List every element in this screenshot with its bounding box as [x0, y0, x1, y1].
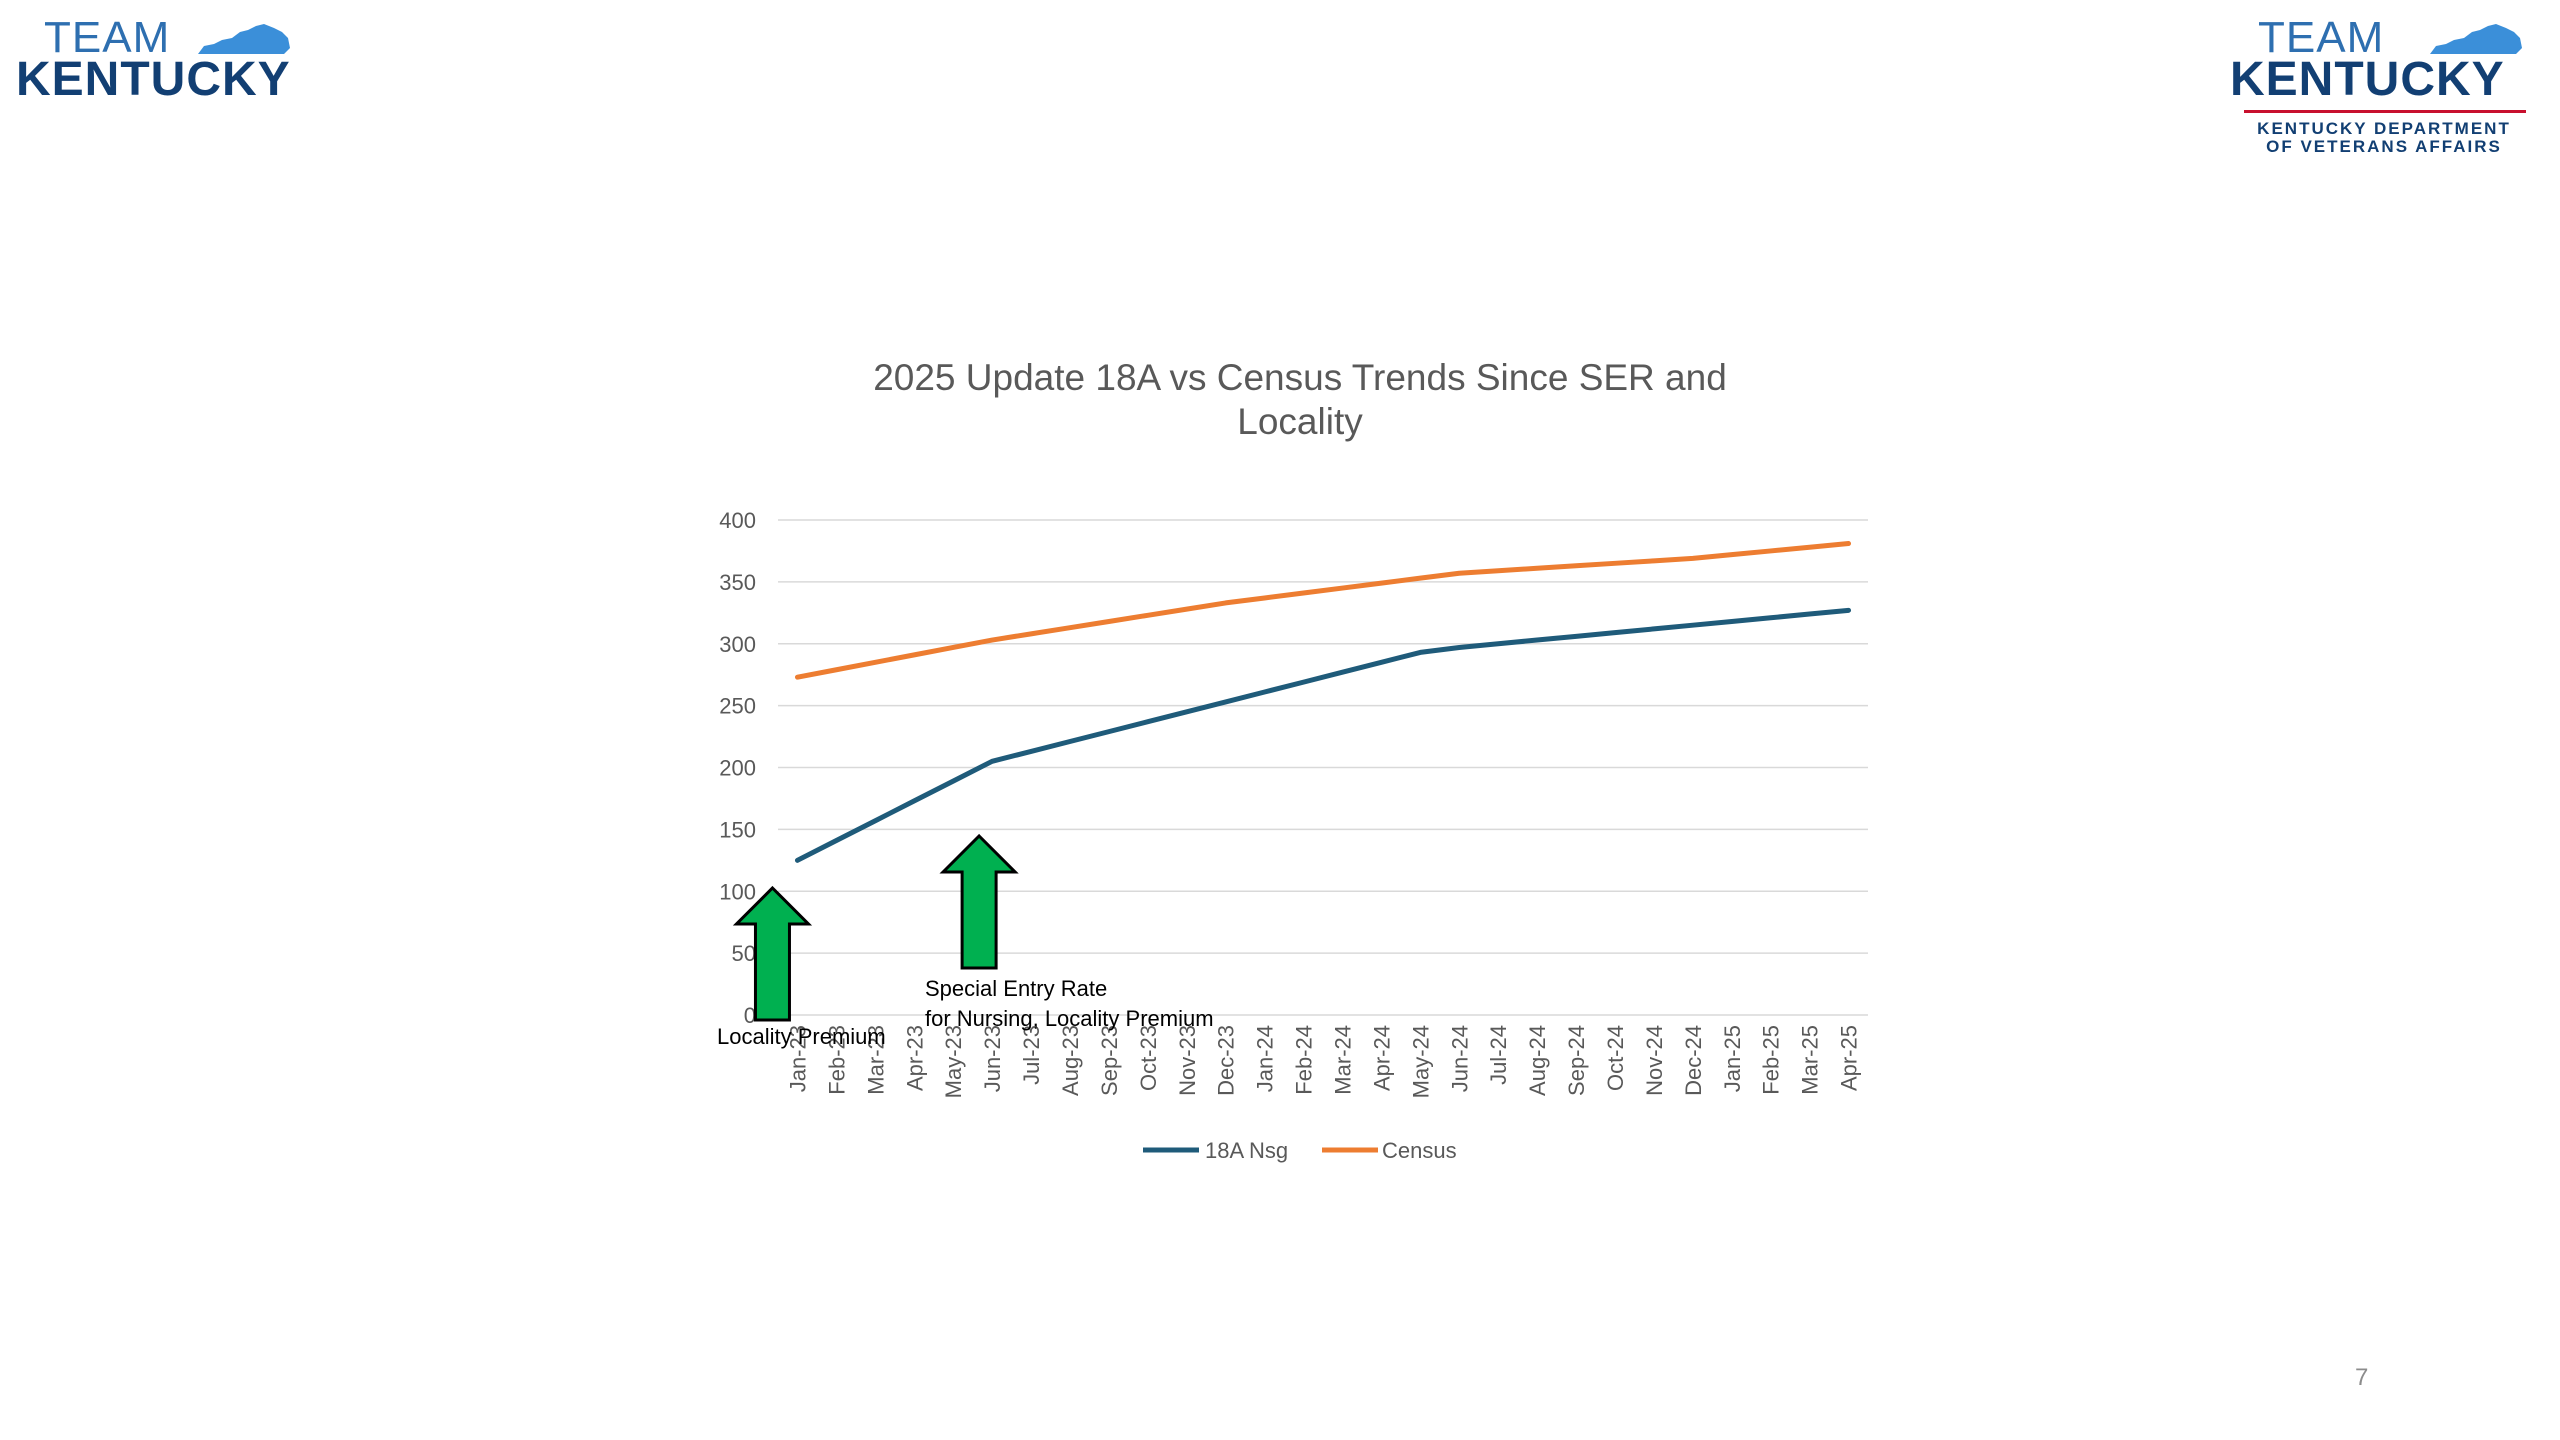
y-tick-label: 350: [719, 570, 756, 595]
x-tick-label: Jan-25: [1720, 1025, 1745, 1092]
x-tick-label: Apr-24: [1369, 1025, 1394, 1091]
y-tick-label: 50: [732, 941, 756, 966]
logo-kentucky-text: KENTUCKY: [16, 53, 291, 106]
y-tick-label: 200: [719, 756, 756, 781]
x-tick-label: Mar-23: [863, 1025, 888, 1095]
x-tick-label: Jul-23: [1019, 1025, 1044, 1085]
legend-label: 18A Nsg: [1205, 1138, 1288, 1163]
x-tick-label: Jul-24: [1486, 1025, 1511, 1085]
kentucky-state-icon: [198, 24, 290, 54]
page-number: 7: [2355, 1364, 2369, 1391]
x-tick-label: Dec-24: [1681, 1025, 1706, 1096]
x-tick-label: Aug-23: [1058, 1025, 1083, 1096]
logo-kentucky-text: KENTUCKY: [2230, 53, 2505, 106]
x-tick-label: Aug-24: [1525, 1025, 1550, 1096]
x-tick-label: Mar-25: [1798, 1025, 1823, 1095]
logo-divider: [2244, 110, 2526, 113]
x-tick-label: Feb-24: [1292, 1025, 1317, 1095]
x-tick-label: Feb-25: [1759, 1025, 1784, 1095]
x-tick-label: Oct-23: [1136, 1025, 1161, 1091]
y-tick-label: 300: [719, 632, 756, 657]
x-tick-label: Mar-24: [1330, 1025, 1355, 1095]
x-tick-label: Jun-23: [980, 1025, 1005, 1092]
logo-team-text: TEAM: [44, 13, 171, 62]
y-tick-label: 100: [719, 879, 756, 904]
x-tick-label: Jan-24: [1253, 1025, 1278, 1092]
chart-title-line-1: 2025 Update 18A vs Census Trends Since S…: [873, 357, 1727, 398]
team-kentucky-logo-right: TEAM KENTUCKY KENTUCKY DEPARTMENT OF VET…: [2224, 13, 2544, 155]
x-tick-label: Feb-23: [824, 1025, 849, 1095]
y-tick-label: 0: [744, 1003, 756, 1028]
dept-line-1: KENTUCKY DEPARTMENT: [2257, 119, 2511, 138]
x-tick-label: Apr-25: [1837, 1025, 1862, 1091]
x-tick-label: Dec-23: [1214, 1025, 1239, 1096]
annotation-locality-premium: Locality Premium: [717, 1024, 886, 1049]
chart-title-line-2: Locality: [1237, 401, 1363, 443]
x-tick-label: Nov-23: [1175, 1025, 1200, 1096]
x-tick-label: May-23: [941, 1025, 966, 1098]
chart-title: 2025 Update 18A vs Census Trends Since S…: [760, 356, 1840, 445]
series-line-census: [794, 541, 1852, 680]
y-tick-label: 250: [719, 694, 756, 719]
x-tick-label: Jan-23: [785, 1025, 810, 1092]
dept-line-2: OF VETERANS AFFAIRS: [2266, 137, 2502, 156]
legend-label: Census: [1382, 1138, 1457, 1163]
y-tick-label: 400: [719, 508, 756, 533]
x-tick-label: Nov-24: [1642, 1025, 1667, 1096]
x-tick-label: May-24: [1408, 1025, 1433, 1098]
annotation-arrow: [732, 885, 813, 1022]
x-tick-label: Sep-23: [1097, 1025, 1122, 1096]
annotation-arrow: [939, 833, 1019, 970]
x-tick-label: Oct-24: [1603, 1025, 1628, 1091]
x-tick-label: Sep-24: [1564, 1025, 1589, 1096]
x-tick-label: Apr-23: [902, 1025, 927, 1091]
logo-team-text: TEAM: [2258, 13, 2385, 62]
annotation-nursing-locality: for Nursing, Locality Premium: [925, 1006, 1214, 1031]
kentucky-state-icon: [2430, 24, 2522, 54]
x-tick-label: Jun-24: [1447, 1025, 1472, 1092]
annotation-special-entry-rate: Special Entry Rate: [925, 976, 1107, 1001]
y-tick-label: 150: [719, 817, 756, 842]
series-line-18a-nsg: [794, 607, 1852, 863]
team-kentucky-logo-left: TEAM KENTUCKY: [16, 14, 316, 104]
